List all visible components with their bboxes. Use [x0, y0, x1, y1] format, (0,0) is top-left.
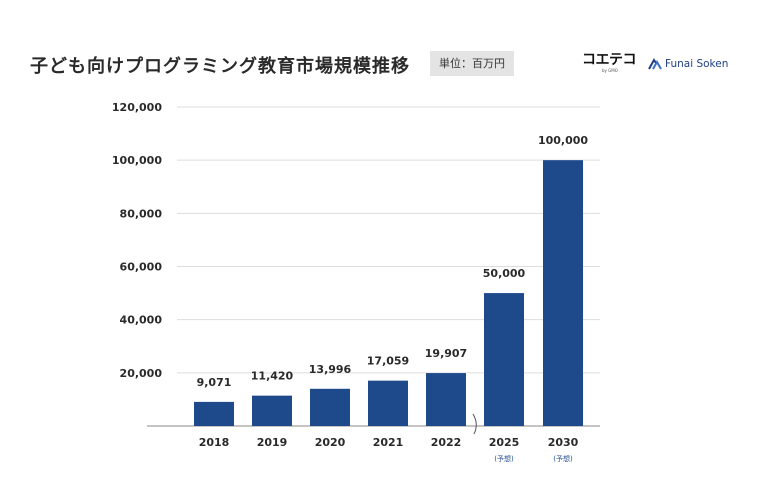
x-tick-label: 2020 — [315, 436, 346, 449]
x-tick-label: 2019 — [257, 436, 288, 449]
bar — [194, 401, 234, 426]
coeteco-logo-sub: by GMO — [602, 68, 618, 73]
y-tick-label: 120,000 — [112, 101, 162, 114]
data-label: 100,000 — [538, 134, 588, 147]
bar — [484, 293, 524, 426]
unit-badge: 単位：百万円 — [430, 51, 514, 76]
axis-break-mark — [472, 413, 477, 435]
x-tick-label: 2025 — [489, 436, 520, 449]
y-tick-label: 80,000 — [120, 207, 163, 220]
x-tick-label: 2022 — [431, 436, 462, 449]
chart-title: 子ども向けプログラミング教育市場規模推移 — [30, 56, 410, 77]
y-tick-label: 100,000 — [112, 154, 162, 167]
data-label: 19,907 — [425, 347, 467, 360]
x-tick-label: 2018 — [199, 436, 230, 449]
funai-soken-logo: Funai Soken — [648, 56, 728, 72]
bar — [368, 380, 408, 426]
y-tick-label: 20,000 — [120, 367, 163, 380]
funai-mark-icon — [648, 58, 662, 70]
data-label: 13,996 — [309, 363, 352, 376]
bar — [310, 388, 350, 426]
funai-logo-text: Funai Soken — [665, 58, 729, 70]
x-tick-note: (予想) — [494, 454, 514, 463]
data-label: 9,071 — [197, 376, 232, 389]
bar — [252, 395, 292, 426]
y-tick-label: 60,000 — [120, 261, 163, 274]
x-tick-note: (予想) — [553, 454, 573, 463]
coeteco-logo: コエテコ by GMO — [582, 52, 637, 75]
y-tick-label: 40,000 — [120, 314, 163, 327]
x-tick-label: 2021 — [373, 436, 404, 449]
data-label: 50,000 — [483, 267, 526, 280]
bar — [426, 373, 466, 426]
data-label: 17,059 — [367, 355, 409, 368]
data-label: 11,420 — [251, 370, 294, 383]
bar — [543, 160, 583, 426]
x-tick-label: 2030 — [548, 436, 579, 449]
coeteco-logo-text: コエテコ — [582, 52, 637, 68]
